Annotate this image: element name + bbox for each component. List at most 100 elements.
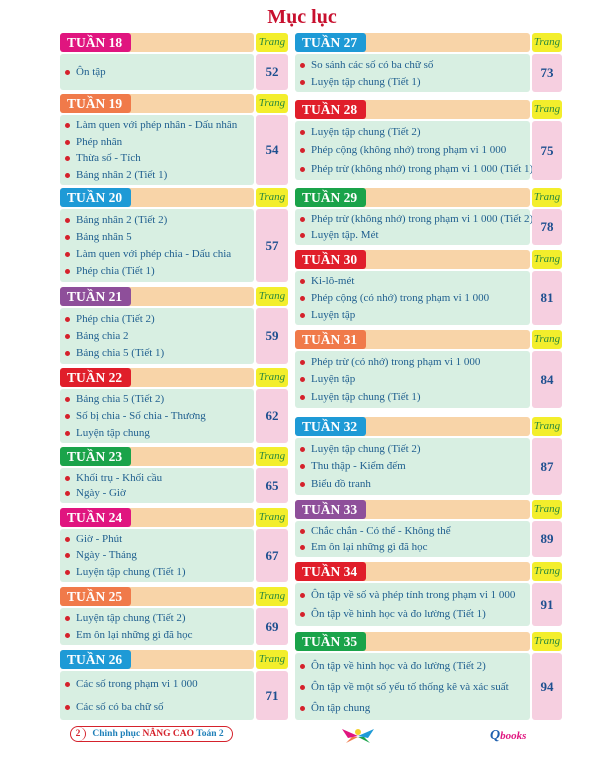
list-item[interactable]: Thu thập - Kiểm đếm	[295, 460, 530, 472]
page-number-cell[interactable]: 91	[532, 583, 562, 626]
list-item[interactable]: Phép cộng (không nhớ) trong phạm vi 1 00…	[295, 144, 530, 156]
page-number-cell[interactable]: 69	[256, 608, 288, 645]
list-item[interactable]: Các số có ba chữ số	[60, 701, 254, 713]
list-item[interactable]: Khối trụ - Khối cầu	[60, 472, 254, 484]
page-number-cell[interactable]: 62	[256, 389, 288, 443]
list-item[interactable]: Ôn tập chung	[295, 702, 530, 714]
lesson-list: Phép trừ (không nhớ) trong phạm vi 1 000…	[295, 209, 533, 245]
list-item[interactable]: Ki-lô-mét	[295, 275, 530, 287]
list-item[interactable]: Bảng nhân 2 (Tiết 2)	[60, 214, 254, 226]
section-header: TUẦN 20	[60, 188, 254, 207]
list-item[interactable]: Chắc chắn - Có thể - Không thể	[295, 525, 530, 537]
page-number-cell[interactable]: 52	[256, 54, 288, 90]
lesson-list: Bảng chia 5 (Tiết 2) Số bị chia - Số chia…	[60, 389, 254, 443]
list-item[interactable]: Ôn tập	[60, 66, 254, 78]
week-label: TUẦN 35	[295, 632, 367, 651]
page-number-cell[interactable]: 75	[532, 121, 562, 180]
toc-section: TUẦN 26 Trang Các số trong phạm vi 1 000 Cá…	[60, 650, 288, 720]
list-item[interactable]: Phép chia (Tiết 2)	[60, 313, 254, 325]
page-number-cell[interactable]: 65	[256, 468, 288, 503]
page-number-cell[interactable]: 81	[532, 271, 562, 325]
page-column-label: Trang	[532, 33, 562, 52]
page-column-label: Trang	[532, 500, 562, 519]
list-item[interactable]: Luyện tập	[295, 309, 530, 321]
page-number-cell[interactable]: 73	[532, 54, 562, 92]
section-header: TUẦN 33	[295, 500, 530, 519]
page-number-cell[interactable]: 57	[256, 209, 288, 282]
page-column-label: Trang	[256, 94, 288, 113]
list-item[interactable]: Ngày - Giờ	[60, 487, 254, 499]
week-label: TUẦN 18	[60, 33, 132, 52]
toc-section: TUẦN 35 Trang Ôn tập về hình học và đo lườ…	[295, 632, 562, 720]
list-item[interactable]: Em ôn lại những gì đã học	[295, 541, 530, 553]
week-label: TUẦN 26	[60, 650, 132, 669]
page-number-cell[interactable]: 89	[532, 521, 562, 557]
page-number-cell[interactable]: 67	[256, 529, 288, 582]
section-header: TUẦN 22	[60, 368, 254, 387]
section-header: TUẦN 35	[295, 632, 530, 651]
list-item[interactable]: Các số trong phạm vi 1 000	[60, 678, 254, 690]
toc-section: TUẦN 22 Trang Bảng chia 5 (Tiết 2) Số bị ch…	[60, 368, 288, 443]
page-number-cell[interactable]: 84	[532, 351, 562, 408]
list-item[interactable]: Thừa số - Tích	[60, 152, 254, 164]
list-item[interactable]: Em ôn lại những gì đã học	[60, 629, 254, 641]
list-item[interactable]: So sánh các số có ba chữ số	[295, 59, 530, 71]
list-item[interactable]: Bảng chia 5 (Tiết 1)	[60, 347, 254, 359]
list-item[interactable]: Số bị chia - Số chia - Thương	[60, 410, 254, 422]
list-item[interactable]: Làm quen với phép nhân - Dấu nhân	[60, 119, 254, 131]
lesson-list: Giờ - Phút Ngày - Tháng Luyện tập chung (T…	[60, 529, 254, 582]
toc-section: TUẦN 33 Trang Chắc chắn - Có thể - Không t…	[295, 500, 562, 557]
list-item[interactable]: Luyện tập chung (Tiết 1)	[295, 391, 530, 403]
week-label: TUẦN 30	[295, 250, 367, 269]
list-item[interactable]: Phép trừ (không nhớ) trong phạm vi 1 000…	[295, 213, 533, 225]
page-number-cell[interactable]: 78	[532, 209, 562, 245]
list-item[interactable]: Ôn tập về số và phép tính trong phạm vi …	[295, 589, 530, 601]
list-item[interactable]: Ôn tập về hình học và đo lường (Tiết 2)	[295, 660, 530, 672]
list-item[interactable]: Ôn tập về một số yếu tố thống kê và xác …	[295, 681, 530, 693]
list-item[interactable]: Bảng nhân 5	[60, 231, 254, 243]
page-number-cell[interactable]: 94	[532, 653, 562, 720]
list-item[interactable]: Biểu đồ tranh	[295, 478, 530, 490]
list-item[interactable]: Phép nhân	[60, 136, 254, 148]
page-number: 2	[71, 727, 86, 741]
list-item[interactable]: Luyện tập	[295, 373, 530, 385]
list-item[interactable]: Bảng chia 2	[60, 330, 254, 342]
list-item[interactable]: Giờ - Phút	[60, 533, 254, 545]
list-item[interactable]: Luyện tập chung (Tiết 1)	[60, 566, 254, 578]
list-item[interactable]: Bảng nhân 2 (Tiết 1)	[60, 169, 254, 181]
list-item[interactable]: Làm quen với phép chia - Dấu chia	[60, 248, 254, 260]
lesson-list: Phép chia (Tiết 2) Bảng chia 2 Bảng chia 5…	[60, 308, 254, 364]
series-prefix: Chinh phục	[92, 729, 141, 739]
toc-section: TUẦN 23 Trang Khối trụ - Khối cầu Ngày - Gi…	[60, 447, 288, 503]
list-item[interactable]: Luyện tập. Mét	[295, 229, 530, 241]
list-item[interactable]: Luyện tập chung (Tiết 2)	[295, 126, 530, 138]
toc-section: TUẦN 19 Trang Làm quen với phép nhân - Dấu…	[60, 94, 288, 185]
page-number-cell[interactable]: 87	[532, 438, 562, 495]
lesson-list: Làm quen với phép nhân - Dấu nhân Phép nh…	[60, 115, 254, 185]
page-column-label: Trang	[532, 562, 562, 581]
list-item[interactable]: Luyện tập chung	[60, 427, 254, 439]
section-header: TUẦN 19	[60, 94, 254, 113]
list-item[interactable]: Luyện tập chung (Tiết 2)	[60, 612, 254, 624]
list-item[interactable]: Luyện tập chung (Tiết 1)	[295, 76, 530, 88]
page-number-cell[interactable]: 59	[256, 308, 288, 364]
list-item[interactable]: Luyện tập chung (Tiết 2)	[295, 443, 530, 455]
week-label: TUẦN 19	[60, 94, 132, 113]
section-header: TUẦN 32	[295, 417, 530, 436]
toc-section: TUẦN 32 Trang Luyện tập chung (Tiết 2) Thu …	[295, 417, 562, 495]
page-number-cell[interactable]: 71	[256, 671, 288, 720]
list-item[interactable]: Phép chia (Tiết 1)	[60, 265, 254, 277]
list-item[interactable]: Bảng chia 5 (Tiết 2)	[60, 393, 254, 405]
list-item[interactable]: Phép trừ (có nhớ) trong phạm vi 1 000	[295, 356, 530, 368]
page-number-cell[interactable]: 54	[256, 115, 288, 185]
week-label: TUẦN 23	[60, 447, 132, 466]
list-item[interactable]: Phép cộng (có nhớ) trong phạm vi 1 000	[295, 292, 530, 304]
list-item[interactable]: Ngày - Tháng	[60, 549, 254, 561]
week-label: TUẦN 25	[60, 587, 132, 606]
list-item[interactable]: Phép trừ (không nhớ) trong phạm vi 1 000…	[295, 163, 533, 175]
wing-logo-icon	[342, 729, 374, 743]
section-header: TUẦN 34	[295, 562, 530, 581]
lesson-list: Các số trong phạm vi 1 000 Các số có ba c…	[60, 671, 254, 720]
list-item[interactable]: Ôn tập về hình học và đo lường (Tiết 1)	[295, 608, 530, 620]
lesson-list: Bảng nhân 2 (Tiết 2) Bảng nhân 5 Làm quen …	[60, 209, 254, 282]
